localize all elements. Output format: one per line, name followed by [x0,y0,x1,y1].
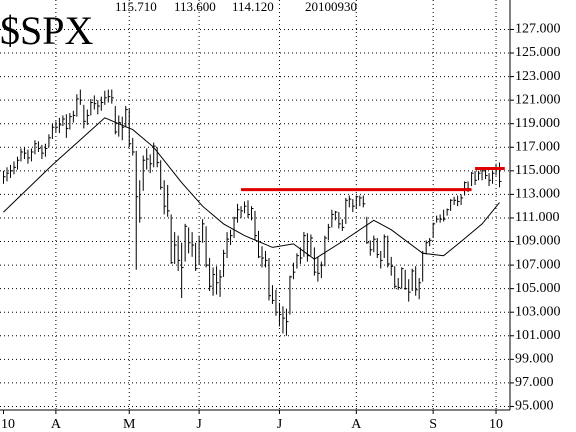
x-tick-label: M [123,417,136,432]
y-tick-label: 127.000 [515,22,561,37]
header-low: 113.600 [174,0,216,14]
x-tick-label: J [277,417,283,432]
y-tick-label: 97.000 [515,375,554,390]
y-tick-label: 105.000 [515,281,561,296]
x-tick-label: 10 [1,417,15,432]
moving-average [3,117,500,260]
y-tick-label: 111.000 [515,210,559,225]
y-tick-label: 99.000 [515,352,554,367]
y-tick-label: 117.000 [515,139,560,154]
y-tick-label: 121.000 [515,92,561,107]
header-close: 114.120 [232,0,274,14]
y-tick-label: 95.000 [515,399,554,414]
y-tick-label: 113.000 [515,187,560,202]
x-tick-label: J [196,417,202,432]
y-tick-label: 123.000 [515,69,561,84]
y-tick-label: 115.000 [515,163,560,178]
y-tick-label: 107.000 [515,257,561,272]
y-tick-label: 119.000 [515,116,560,131]
y-tick-label: 101.000 [515,328,561,343]
y-tick-label: 125.000 [515,45,561,60]
x-tick-label: 10 [489,417,503,432]
y-tick-label: 109.000 [515,234,561,249]
x-tick-label: A [351,417,362,432]
x-tick-label: A [51,417,62,432]
x-tick-label: S [429,417,437,432]
y-tick-label: 103.000 [515,304,561,319]
chart-title: $SPX [0,8,93,53]
header-date: 20100930 [305,0,357,14]
header-high: 115.710 [115,0,157,14]
